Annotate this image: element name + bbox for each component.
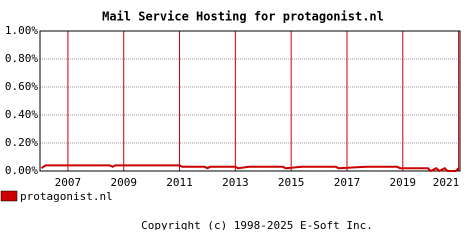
legend-label: protagonist.nl	[20, 190, 113, 203]
plot-area	[40, 31, 460, 171]
x-tick-label: 2009	[110, 176, 137, 189]
y-tick-label: 0.40%	[5, 108, 38, 121]
chart: Mail Service Hosting for protagonist.nl …	[0, 10, 461, 230]
chart-title: Mail Service Hosting for protagonist.nl	[102, 10, 384, 24]
x-tick-label: 2013	[222, 176, 249, 189]
x-tick-label: 2015	[278, 176, 305, 189]
x-tick-label: 2019	[390, 176, 417, 189]
legend-swatch	[0, 190, 18, 202]
x-tick-label: 2021	[433, 176, 460, 189]
footer: Copyright (c) 1998-2025 E-Soft Inc.	[141, 219, 373, 230]
y-tick-label: 0.20%	[5, 136, 38, 149]
y-tick-label: 1.00%	[5, 24, 38, 37]
plot-frame	[39, 30, 461, 172]
x-tick-label: 2007	[55, 176, 82, 189]
x-tick-label: 2011	[166, 176, 193, 189]
y-tick-label: 0.80%	[5, 52, 38, 65]
x-tick-label: 2017	[334, 176, 361, 189]
y-tick-label: 0.60%	[5, 80, 38, 93]
data-line	[40, 164, 460, 173]
y-tick-label: 0.00%	[5, 164, 38, 177]
